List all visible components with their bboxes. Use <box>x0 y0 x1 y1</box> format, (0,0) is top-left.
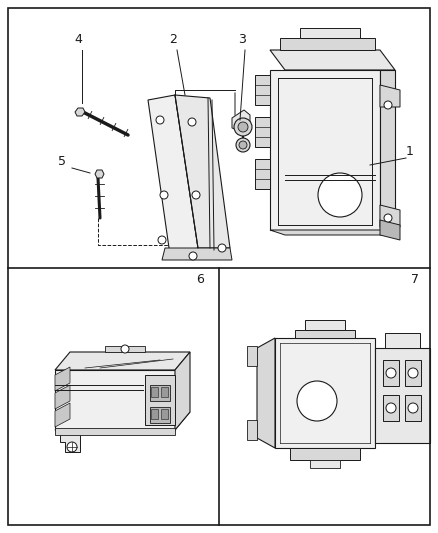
Polygon shape <box>310 460 340 468</box>
Polygon shape <box>380 220 400 240</box>
Text: 6: 6 <box>196 273 204 286</box>
Polygon shape <box>55 412 190 430</box>
Polygon shape <box>162 248 232 260</box>
Polygon shape <box>55 385 70 409</box>
Circle shape <box>384 101 392 109</box>
Circle shape <box>318 173 362 217</box>
Text: 4: 4 <box>74 33 82 46</box>
Polygon shape <box>148 95 198 255</box>
Polygon shape <box>150 407 170 423</box>
Polygon shape <box>55 352 190 370</box>
Polygon shape <box>300 28 360 38</box>
Polygon shape <box>105 346 145 352</box>
Polygon shape <box>145 375 175 425</box>
Polygon shape <box>247 346 257 366</box>
Polygon shape <box>95 170 104 178</box>
Polygon shape <box>270 70 380 230</box>
Circle shape <box>238 122 248 132</box>
Polygon shape <box>275 338 375 448</box>
Circle shape <box>189 252 197 260</box>
Polygon shape <box>247 420 257 440</box>
Polygon shape <box>55 428 175 435</box>
Polygon shape <box>151 409 158 419</box>
Polygon shape <box>270 50 395 70</box>
Polygon shape <box>150 385 170 401</box>
Circle shape <box>236 138 250 152</box>
Circle shape <box>297 381 337 421</box>
Circle shape <box>408 368 418 378</box>
Polygon shape <box>383 360 399 386</box>
Polygon shape <box>161 387 168 397</box>
Polygon shape <box>255 159 270 189</box>
Circle shape <box>218 244 226 252</box>
Text: 5: 5 <box>58 155 66 168</box>
Circle shape <box>386 368 396 378</box>
Polygon shape <box>257 338 275 448</box>
Circle shape <box>408 403 418 413</box>
Polygon shape <box>255 117 270 147</box>
Circle shape <box>121 345 129 353</box>
Polygon shape <box>280 38 375 50</box>
Polygon shape <box>305 320 345 330</box>
Polygon shape <box>380 205 400 227</box>
Text: 7: 7 <box>411 273 419 286</box>
Circle shape <box>239 141 247 149</box>
Circle shape <box>384 214 392 222</box>
Circle shape <box>160 191 168 199</box>
Polygon shape <box>60 430 80 452</box>
Text: 3: 3 <box>238 33 246 46</box>
Polygon shape <box>55 367 70 391</box>
Polygon shape <box>405 360 421 386</box>
Polygon shape <box>161 409 168 419</box>
Polygon shape <box>151 387 158 397</box>
Polygon shape <box>75 108 85 116</box>
Polygon shape <box>55 370 175 430</box>
Polygon shape <box>175 95 230 248</box>
Circle shape <box>156 116 164 124</box>
Circle shape <box>67 442 77 452</box>
Text: 1: 1 <box>406 145 414 158</box>
Polygon shape <box>385 333 420 348</box>
Polygon shape <box>255 75 270 105</box>
Circle shape <box>158 236 166 244</box>
Polygon shape <box>55 403 70 427</box>
Polygon shape <box>295 330 355 338</box>
Circle shape <box>192 191 200 199</box>
Polygon shape <box>383 395 399 421</box>
Circle shape <box>188 118 196 126</box>
Polygon shape <box>375 348 430 443</box>
Polygon shape <box>405 395 421 421</box>
Polygon shape <box>270 230 395 235</box>
Polygon shape <box>232 110 250 132</box>
Polygon shape <box>380 85 400 107</box>
Circle shape <box>386 403 396 413</box>
Polygon shape <box>290 448 360 460</box>
Text: 2: 2 <box>169 33 177 46</box>
Polygon shape <box>380 70 395 230</box>
Circle shape <box>234 118 252 136</box>
Polygon shape <box>175 352 190 430</box>
